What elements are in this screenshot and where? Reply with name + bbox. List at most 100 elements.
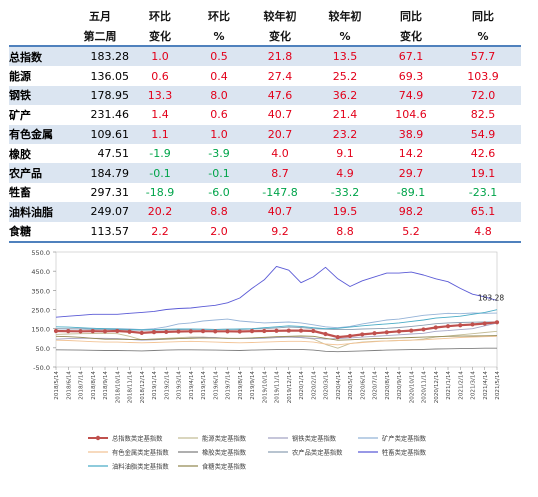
cell-ytd-pct: 23.2 (313, 124, 377, 144)
y-tick-label: 50.0 (36, 345, 50, 353)
series-line (55, 309, 498, 331)
header-cell: 变化 (377, 27, 445, 47)
data-point (102, 329, 108, 334)
row-name: 油料油脂 (9, 202, 71, 222)
data-point (188, 329, 193, 334)
x-tick-label: 2020/8/14 (385, 371, 391, 400)
header-cell: 同比 (400, 10, 422, 23)
table-row: 能源 136.05 0.6 0.4 27.4 25.2 69.3 103.9 (9, 66, 521, 85)
x-tick-label: 2021/4/14 (483, 371, 489, 400)
cell-ytd: 40.7 (247, 202, 313, 222)
cell-ytd-pct: 19.5 (313, 202, 377, 222)
row-name: 有色金属 (9, 124, 71, 144)
legend-label: 农产品类定基指数 (292, 448, 343, 457)
legend-label: 有色金属类定基指数 (112, 448, 169, 457)
x-tick-label: 2019/7/14 (226, 371, 232, 400)
header-cell: 较年初 (328, 10, 362, 23)
x-tick-label: 2020/4/14 (336, 371, 342, 400)
data-point (151, 330, 157, 335)
cell-mom-pct: 2.0 (191, 221, 247, 243)
index-summary-table: 五月 环比 环比 较年初 较年初 同比 同比 第二周 变化 % 变化 % 变化 … (9, 5, 521, 243)
cell-yoy: 104.6 (395, 108, 427, 122)
legend-label: 钢铁类定基指数 (292, 434, 337, 443)
x-tick-label: 2019/8/14 (238, 371, 244, 400)
cell-mom-pct: 8.0 (191, 85, 247, 106)
data-point (249, 329, 255, 334)
data-point (323, 331, 328, 337)
y-tick-label: 250.0 (31, 307, 50, 315)
x-tick-label: 2019/6/14 (213, 371, 219, 400)
table-row: 矿产 231.46 1.4 0.6 40.7 21.4 104.6 82.5 (9, 105, 521, 124)
cell-value: 178.95 (71, 85, 129, 106)
data-point (396, 329, 402, 334)
header-row-1: 五月 环比 环比 较年初 较年初 同比 同比 (9, 5, 521, 27)
cell-ytd-pct: 25.2 (332, 69, 358, 83)
cell-ytd: 8.7 (247, 163, 313, 183)
cell-value: 136.05 (90, 69, 130, 83)
x-tick-label: 2019/4/14 (189, 371, 195, 400)
header-cell: 第二周 (71, 27, 129, 47)
cell-value: 109.61 (71, 124, 129, 144)
data-point (445, 324, 451, 329)
x-tick-label: 2018/10/14 (115, 371, 121, 404)
cell-ytd: 21.8 (247, 46, 313, 67)
cell-ytd: 20.7 (247, 124, 313, 144)
x-tick-label: 2019/9/14 (250, 371, 256, 400)
header-cell: 变化 (247, 27, 313, 47)
y-tick-label: -50.0 (33, 364, 50, 372)
cell-mom: 1.4 (151, 108, 169, 122)
data-point (90, 329, 95, 334)
cell-mom-pct: 0.5 (191, 46, 247, 67)
table-row: 牲畜 297.31 -18.9 -6.0 -147.8 -33.2 -89.1 -23.1 (9, 183, 521, 202)
x-tick-label: 2018/12/14 (140, 371, 146, 404)
cell-yoy: 74.9 (377, 85, 445, 106)
data-point (127, 329, 132, 334)
cell-mom-pct: -3.9 (208, 147, 230, 161)
row-name: 能源 (9, 70, 31, 84)
data-point (494, 320, 500, 325)
header-row-2: 第二周 变化 % 变化 % 变化 % (9, 27, 521, 47)
cell-yoy: 38.9 (377, 124, 445, 144)
data-point (66, 329, 71, 334)
header-cell: 同比 (472, 10, 494, 23)
header-cell: 环比 (208, 10, 230, 23)
series-line (55, 265, 498, 318)
x-tick-label: 2021/5/14 (495, 371, 501, 400)
data-point (347, 333, 353, 339)
cell-yoy-pct: 19.1 (445, 163, 521, 183)
data-point (298, 328, 304, 333)
x-tick-label: 2020/10/14 (409, 371, 415, 404)
x-tick-label: 2020/6/14 (360, 371, 366, 400)
table-row: 油料油脂 249.07 20.2 8.8 40.7 19.5 98.2 65.1 (9, 202, 521, 222)
x-tick-label: 2018/9/14 (103, 371, 109, 400)
x-tick-label: 2021/1/14 (446, 371, 452, 400)
cell-value: 249.07 (71, 202, 129, 222)
data-point (360, 332, 365, 337)
data-point (139, 330, 144, 335)
header-cell (9, 27, 71, 47)
cell-ytd: 47.6 (247, 85, 313, 106)
cell-ytd-pct: 8.8 (313, 221, 377, 243)
series-line (55, 335, 498, 346)
header-cell: 环比 (149, 10, 171, 23)
row-name: 矿产 (9, 108, 31, 122)
series-line (55, 335, 498, 341)
row-name: 总指数 (9, 46, 71, 67)
legend-label: 食糖类定基指数 (202, 462, 247, 471)
cell-mom: 2.2 (129, 221, 191, 243)
data-point (225, 329, 230, 334)
legend-marker (95, 435, 101, 441)
x-tick-label: 2020/1/14 (299, 371, 305, 400)
header-cell: % (445, 27, 521, 47)
x-tick-label: 2019/11/14 (275, 371, 281, 404)
x-tick-label: 2018/8/14 (91, 371, 97, 400)
cell-ytd-pct: 13.5 (313, 46, 377, 67)
data-point (384, 330, 389, 335)
header-cell: 变化 (129, 27, 191, 47)
data-point (482, 321, 487, 326)
data-point (78, 329, 83, 334)
data-point (262, 328, 267, 334)
x-tick-label: 2020/2/14 (311, 371, 317, 400)
cell-mom: 13.3 (129, 85, 191, 106)
header-cell: % (191, 27, 247, 47)
